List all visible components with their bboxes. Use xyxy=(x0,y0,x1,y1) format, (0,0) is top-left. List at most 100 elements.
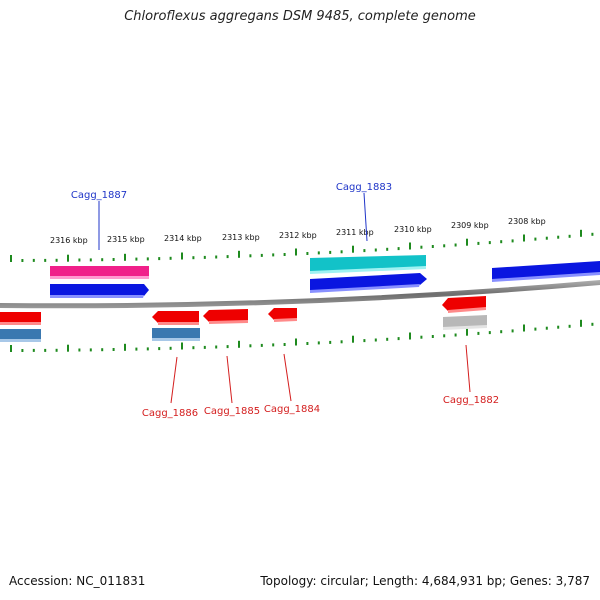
gene-label-cagg-1887[interactable]: Cagg_1887 xyxy=(71,190,127,201)
kbp-label-2316: 2316 kbp xyxy=(50,236,88,245)
inner-tick xyxy=(545,326,548,330)
outer-tick xyxy=(101,258,104,262)
outer-tick xyxy=(135,257,138,261)
leader-cagg-1886 xyxy=(170,356,178,404)
inner-tick xyxy=(10,345,12,352)
gene-cagg-1884-arrow[interactable] xyxy=(268,308,297,320)
gene-feature-steelblue-left[interactable] xyxy=(0,329,41,340)
inner-tick xyxy=(511,329,514,333)
gene-cagg-1885-arrow[interactable] xyxy=(203,309,248,322)
gene-feature-red-left[interactable] xyxy=(0,312,41,323)
leader-cagg-1885 xyxy=(226,355,233,404)
outer-tick xyxy=(363,249,366,253)
reverse-features xyxy=(0,296,487,342)
outer-tick xyxy=(21,259,24,262)
outer-tick xyxy=(557,235,560,239)
outer-tick xyxy=(215,255,218,259)
leader-cagg-1883 xyxy=(363,192,368,242)
gene-label-cagg-1883[interactable]: Cagg_1883 xyxy=(336,182,392,193)
inner-tick xyxy=(124,343,126,351)
inner-tick xyxy=(500,330,503,334)
outer-tick xyxy=(44,258,47,262)
outer-tick xyxy=(545,236,548,240)
gene-feature-magenta[interactable] xyxy=(50,266,149,278)
inner-tick xyxy=(568,324,571,328)
inner-tick xyxy=(534,327,537,331)
inner-tick xyxy=(363,339,366,343)
gene-cagg-1887-arrow[interactable] xyxy=(50,284,149,296)
outer-tick xyxy=(466,238,468,246)
gene-feature-grey[interactable] xyxy=(443,315,487,328)
inner-tick xyxy=(169,346,172,350)
gene-feature-blue-right[interactable] xyxy=(492,261,600,280)
inner-tick xyxy=(306,342,309,345)
outer-tick xyxy=(352,245,354,253)
outer-tick xyxy=(146,257,149,261)
outer-tick xyxy=(500,240,503,244)
outer-tick xyxy=(580,229,582,237)
inner-tick xyxy=(21,349,24,352)
outer-tick xyxy=(78,258,81,262)
inner-tick xyxy=(272,343,275,347)
inner-tick xyxy=(557,325,560,329)
inner-tick xyxy=(523,324,525,332)
outer-tick xyxy=(283,253,286,256)
outer-tick xyxy=(477,241,480,245)
outer-tick xyxy=(340,250,343,254)
outer-tick xyxy=(488,241,491,245)
outer-tick xyxy=(431,245,434,248)
gene-label-cagg-1884[interactable]: Cagg_1884 xyxy=(264,404,320,415)
inner-tick xyxy=(89,348,92,352)
inner-tick xyxy=(135,347,138,351)
gene-label-cagg-1885[interactable]: Cagg_1885 xyxy=(204,406,260,417)
gene-label-cagg-1886[interactable]: Cagg_1886 xyxy=(142,408,198,419)
leader-cagg-1884 xyxy=(283,353,292,402)
inner-tick xyxy=(397,337,400,341)
outer-tick xyxy=(112,258,115,261)
gene-cagg-1886-arrow[interactable] xyxy=(152,311,199,323)
outer-tick xyxy=(260,253,263,257)
gene-cagg-1883-arrow[interactable] xyxy=(310,273,427,291)
inner-tick xyxy=(409,332,411,340)
outer-tick xyxy=(158,257,161,261)
inner-tick xyxy=(260,343,263,347)
inner-tick xyxy=(249,344,252,348)
outer-tick xyxy=(443,244,446,248)
outer-tick xyxy=(181,252,183,260)
accession-text: Accession: NC_011831 xyxy=(9,574,146,588)
inner-tick xyxy=(158,347,161,351)
genome-title: Chloroflexus aggregans DSM 9485, complet… xyxy=(124,9,476,24)
outer-tick xyxy=(67,254,69,262)
inner-tick-row xyxy=(10,319,594,352)
outer-tick xyxy=(454,243,457,247)
inner-tick xyxy=(591,322,594,326)
kbp-label-2308: 2308 kbp xyxy=(508,217,546,226)
gene-cagg-1882-arrow[interactable] xyxy=(442,296,486,311)
outer-tick xyxy=(386,247,389,251)
inner-tick xyxy=(352,335,354,343)
inner-tick xyxy=(215,345,218,349)
outer-tick xyxy=(409,242,411,250)
outer-tick xyxy=(124,253,126,261)
gene-labels: Cagg_1887 Cagg_1883 Cagg_1886 Cagg_1885 … xyxy=(71,182,499,419)
outer-tick xyxy=(10,255,12,262)
inner-tick xyxy=(420,335,423,339)
outer-tick xyxy=(511,239,514,243)
leader-cagg-1882 xyxy=(465,344,471,393)
outer-tick xyxy=(523,234,525,242)
inner-tick xyxy=(295,338,297,346)
kbp-label-2312: 2312 kbp xyxy=(279,231,317,240)
inner-tick xyxy=(203,345,206,349)
topology-text: Topology: circular; Length: 4,684,931 bp… xyxy=(260,574,590,588)
inner-tick xyxy=(466,328,468,336)
outer-tick xyxy=(55,258,58,262)
inner-tick xyxy=(340,340,343,344)
inner-tick xyxy=(32,348,35,352)
gene-label-cagg-1882[interactable]: Cagg_1882 xyxy=(443,395,499,406)
outer-tick xyxy=(329,250,332,254)
forward-features xyxy=(50,255,600,298)
inner-tick xyxy=(55,348,58,352)
inner-tick xyxy=(477,331,480,335)
gene-feature-steelblue-mid[interactable] xyxy=(152,328,200,339)
